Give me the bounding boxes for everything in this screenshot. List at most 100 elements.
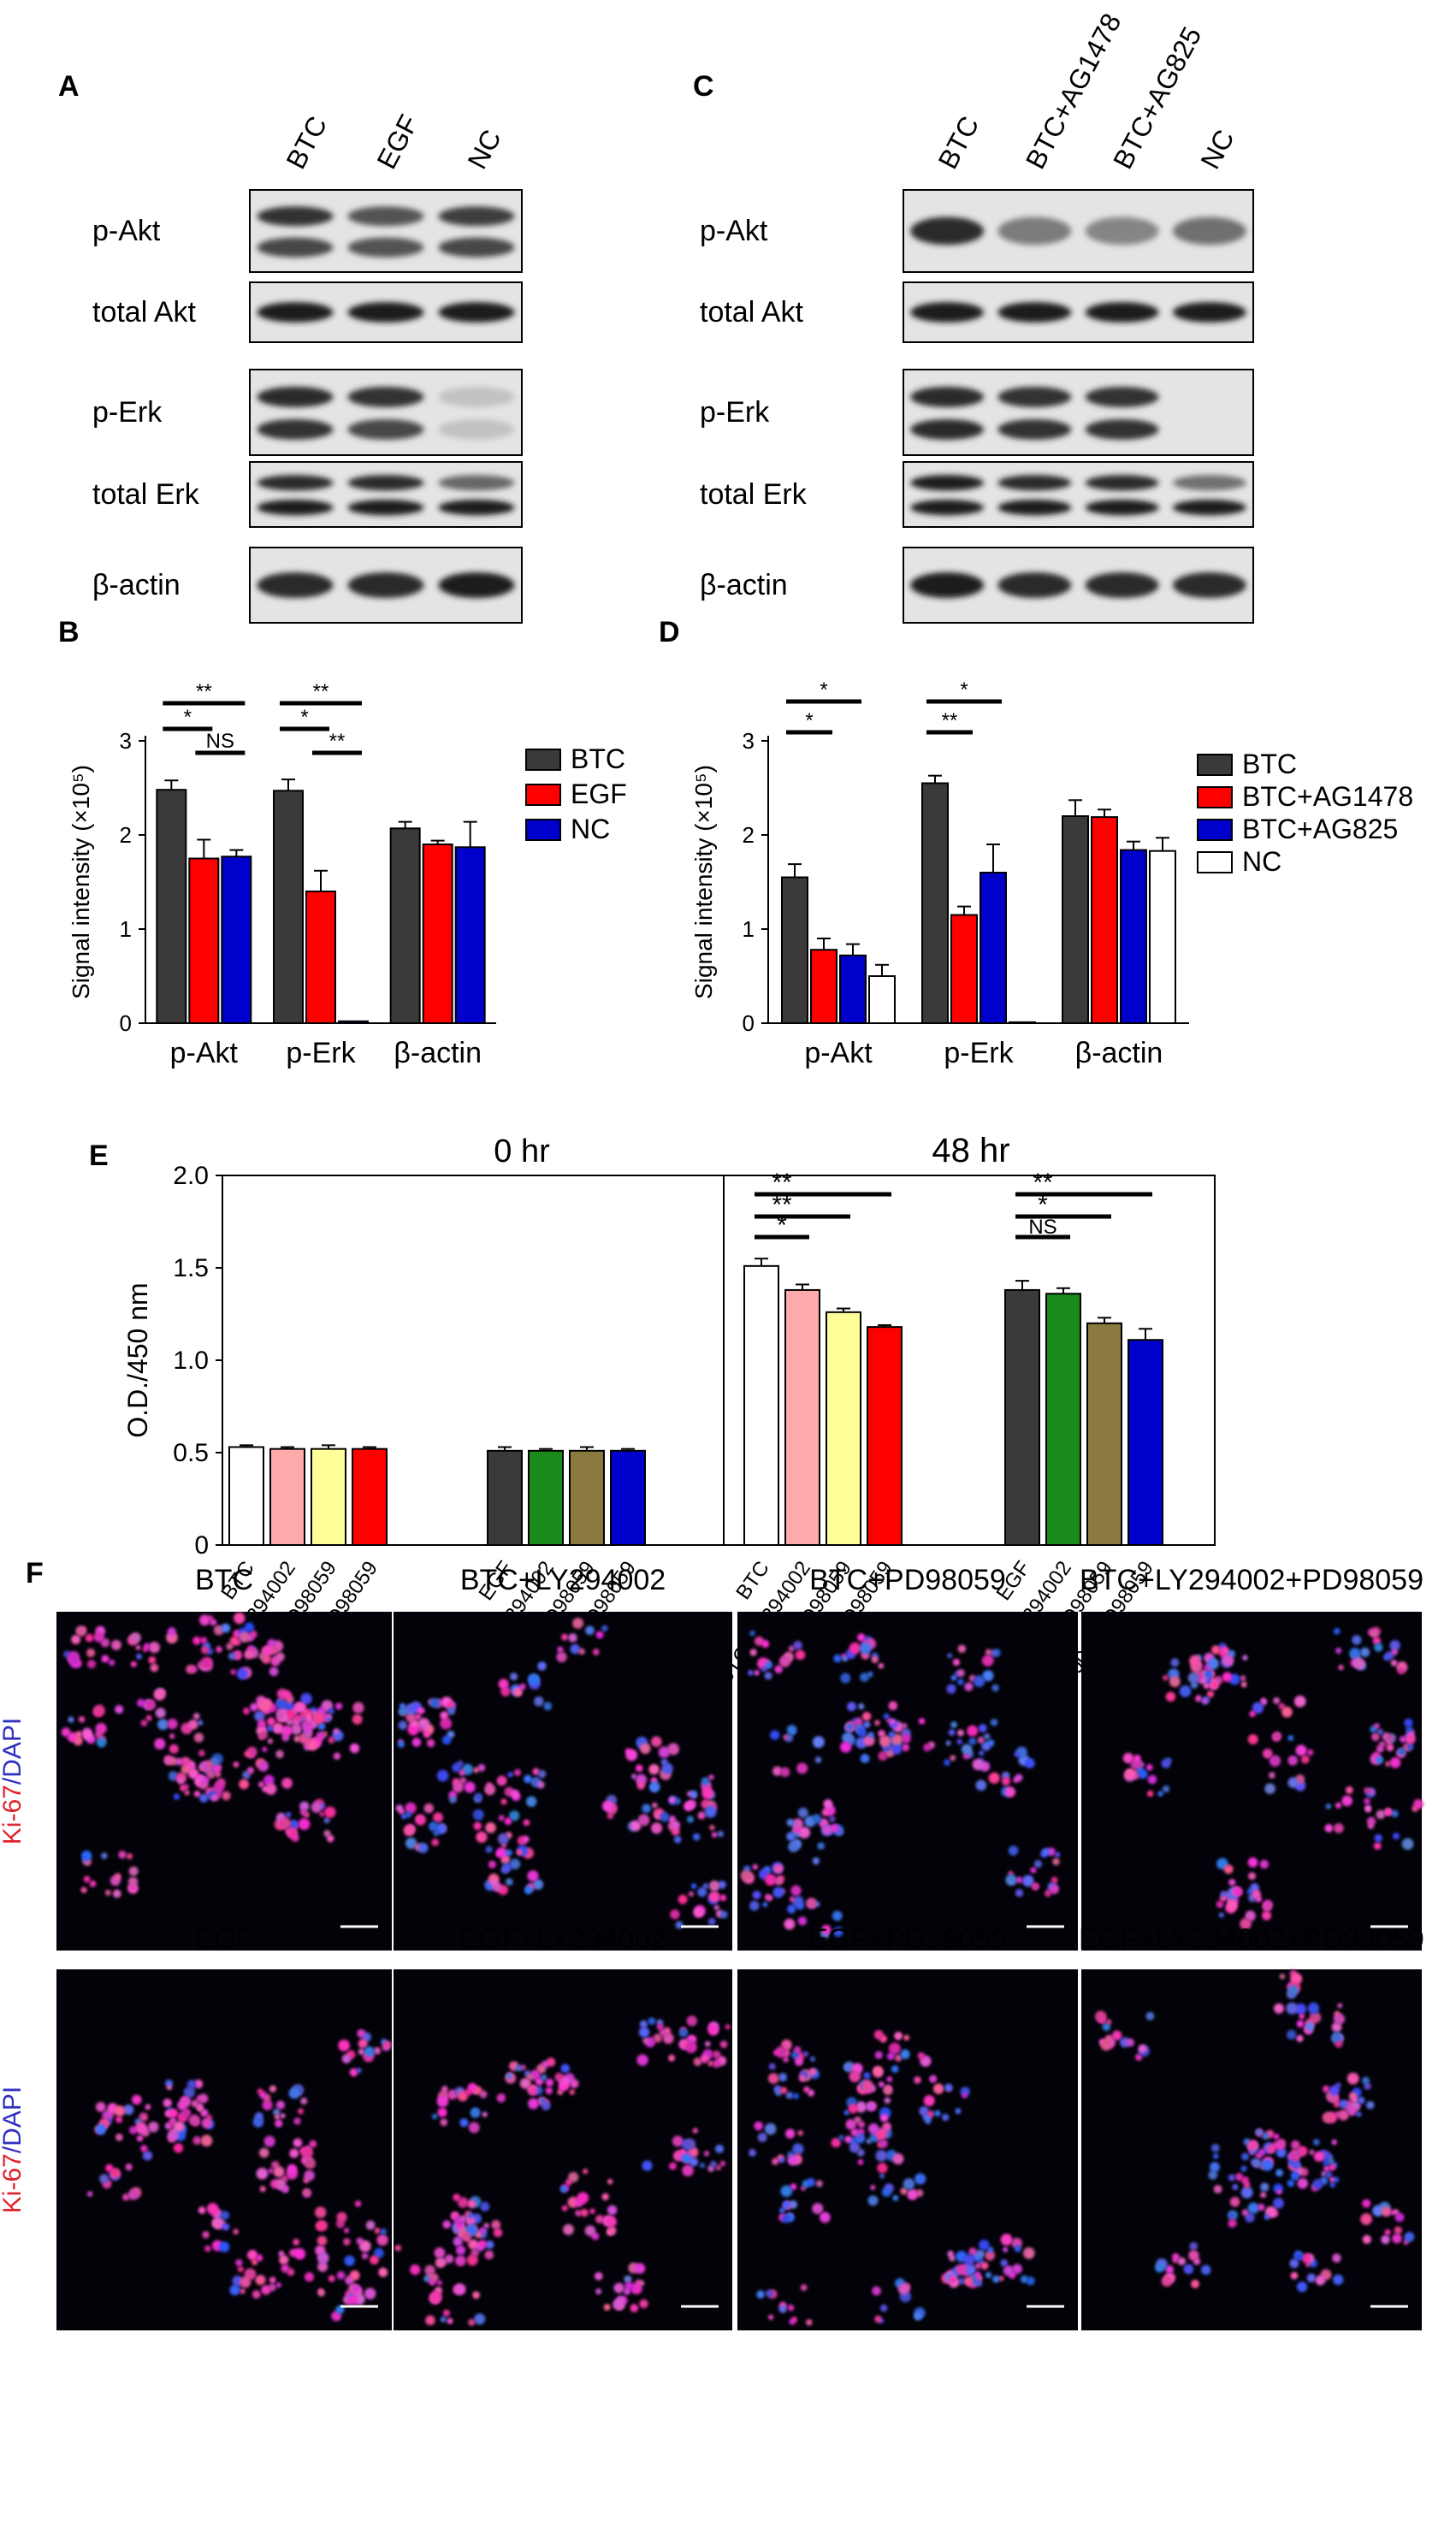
y-tick-label: 3 (743, 728, 755, 754)
cell (1292, 2154, 1299, 2162)
cell (866, 2138, 872, 2145)
cell (139, 2112, 149, 2122)
cell (1233, 1887, 1243, 1897)
cell (1341, 1795, 1352, 1807)
cell (140, 2145, 148, 2152)
cell (914, 2312, 922, 2321)
cell (218, 2241, 230, 2253)
cell (773, 2050, 779, 2056)
cell (523, 1835, 530, 1843)
cell (1240, 2186, 1253, 2199)
cell (85, 1633, 94, 1643)
cell (192, 2136, 202, 2146)
legend-label: BTC (571, 743, 625, 774)
cell (184, 1790, 190, 1796)
cell (202, 2231, 210, 2239)
cell (950, 1755, 956, 1761)
cell (668, 1797, 676, 1803)
cell (263, 2135, 275, 2147)
cell (1393, 2209, 1400, 2215)
cell (1276, 2189, 1282, 2195)
cell (314, 2206, 327, 2218)
cell (275, 1710, 285, 1720)
cell (473, 1821, 482, 1831)
cell (1049, 1884, 1060, 1894)
cell (667, 1743, 680, 1755)
cell (877, 2163, 888, 2174)
cell (894, 2031, 903, 2040)
cell (962, 2093, 968, 2099)
cell (436, 2280, 442, 2286)
blot-band (1172, 302, 1246, 323)
bar (311, 1447, 346, 1547)
cell (792, 2143, 804, 2155)
cell (493, 2228, 503, 2238)
cell (442, 2309, 451, 2317)
micrograph-title: EGF+LY294002 (459, 1923, 666, 1956)
cell (987, 2247, 994, 2253)
cell (440, 1717, 453, 1730)
cell (712, 2050, 721, 2059)
cell (520, 2064, 526, 2070)
cell (1247, 1857, 1258, 1868)
cell (280, 1726, 292, 1737)
cell (1044, 1889, 1052, 1897)
cell (1394, 2226, 1402, 2235)
y-tick-label: 1 (120, 916, 132, 942)
cell (1248, 1872, 1257, 1880)
cell (285, 1828, 291, 1834)
blot-strip (249, 281, 523, 343)
cell (541, 2101, 551, 2111)
cell (718, 1880, 726, 1889)
cell (130, 1661, 137, 1667)
cell (258, 1653, 266, 1660)
cell (878, 1730, 885, 1738)
cell (440, 2118, 448, 2127)
cell (950, 1674, 957, 1681)
blot-band (257, 237, 334, 258)
cell (846, 1723, 855, 1731)
cell (537, 1661, 547, 1671)
blot-band (1172, 572, 1246, 598)
cell (433, 1830, 440, 1837)
cell (465, 2088, 472, 2096)
x-tick-label: p-Erk (944, 1037, 1014, 1069)
blot-band (910, 500, 985, 516)
cell (468, 2239, 478, 2250)
cell (361, 2253, 369, 2259)
panel-letter-d: D (659, 616, 680, 648)
cell (1296, 2020, 1305, 2028)
cell (229, 1636, 240, 1646)
cell (963, 2276, 974, 2287)
cell (75, 1625, 87, 1637)
cell (1094, 2010, 1107, 2022)
cell (275, 2178, 287, 2189)
blot-label: p-Erk (700, 396, 770, 429)
cell (311, 1802, 323, 1813)
cell (479, 2227, 486, 2234)
cell (849, 1642, 861, 1655)
cell (1335, 2040, 1343, 2048)
cell (1287, 1777, 1299, 1788)
blot-band (347, 237, 424, 258)
cell (832, 1910, 843, 1921)
cell (67, 1732, 78, 1743)
cell (1352, 1657, 1365, 1670)
cell (778, 2072, 788, 2082)
lane-label: BTC+AG1478 (1020, 9, 1128, 175)
cell (838, 2134, 844, 2140)
micrograph-title: BTC+PD98059 (809, 1564, 1006, 1596)
cell (717, 1831, 724, 1838)
cell (1335, 2082, 1341, 2088)
cell (89, 1880, 97, 1887)
cell (636, 2054, 648, 2066)
blot-band (257, 302, 334, 323)
cell (1260, 2191, 1267, 2199)
cell (281, 1778, 293, 1789)
cell (1211, 1645, 1221, 1655)
blot-background (249, 369, 523, 456)
cell (1389, 1640, 1400, 1651)
cell (173, 2121, 185, 2132)
cell (1404, 2231, 1415, 2242)
